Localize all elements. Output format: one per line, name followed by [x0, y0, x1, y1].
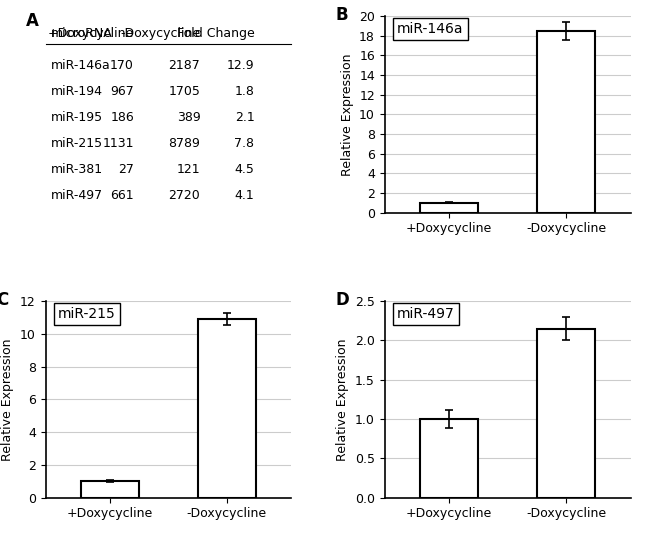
Text: 4.5: 4.5 — [235, 163, 254, 176]
Text: 7.8: 7.8 — [235, 137, 254, 150]
Text: miR-146a: miR-146a — [51, 59, 110, 72]
Y-axis label: Relative Expression: Relative Expression — [1, 338, 14, 461]
Bar — [420, 203, 478, 212]
Text: miR-215: miR-215 — [51, 137, 103, 150]
Bar — [81, 481, 139, 498]
Text: 1131: 1131 — [103, 137, 134, 150]
Text: 186: 186 — [111, 111, 134, 124]
Text: miR-194: miR-194 — [51, 85, 103, 98]
Text: 389: 389 — [177, 111, 200, 124]
Text: miR-497: miR-497 — [397, 307, 455, 321]
Text: D: D — [335, 291, 349, 309]
Text: 2720: 2720 — [168, 189, 200, 202]
Text: 121: 121 — [177, 163, 200, 176]
Text: Fold Change: Fold Change — [177, 27, 254, 40]
Text: C: C — [0, 291, 8, 309]
Text: 8789: 8789 — [168, 137, 200, 150]
Y-axis label: Relative Expression: Relative Expression — [337, 338, 350, 461]
Text: miR-195: miR-195 — [51, 111, 103, 124]
Text: 4.1: 4.1 — [235, 189, 254, 202]
Bar — [537, 31, 595, 212]
Text: miR-146a: miR-146a — [397, 22, 463, 36]
Text: 967: 967 — [111, 85, 134, 98]
Text: A: A — [26, 12, 39, 30]
Text: 27: 27 — [118, 163, 134, 176]
Text: 12.9: 12.9 — [227, 59, 254, 72]
Text: microRNA: microRNA — [51, 27, 112, 40]
Text: 170: 170 — [110, 59, 134, 72]
Text: miR-215: miR-215 — [58, 307, 116, 321]
Y-axis label: Relative Expression: Relative Expression — [341, 53, 354, 175]
Text: 1705: 1705 — [168, 85, 200, 98]
Bar — [198, 319, 256, 498]
Text: 1.8: 1.8 — [235, 85, 254, 98]
Text: miR-497: miR-497 — [51, 189, 103, 202]
Text: miR-381: miR-381 — [51, 163, 103, 176]
Text: +Doxycycline: +Doxycycline — [47, 27, 134, 40]
Text: 2.1: 2.1 — [235, 111, 254, 124]
Bar — [537, 328, 595, 498]
Bar — [420, 419, 478, 498]
Text: B: B — [335, 6, 348, 24]
Text: 2187: 2187 — [168, 59, 200, 72]
Text: -Doxycycline: -Doxycycline — [120, 27, 200, 40]
Text: 661: 661 — [111, 189, 134, 202]
